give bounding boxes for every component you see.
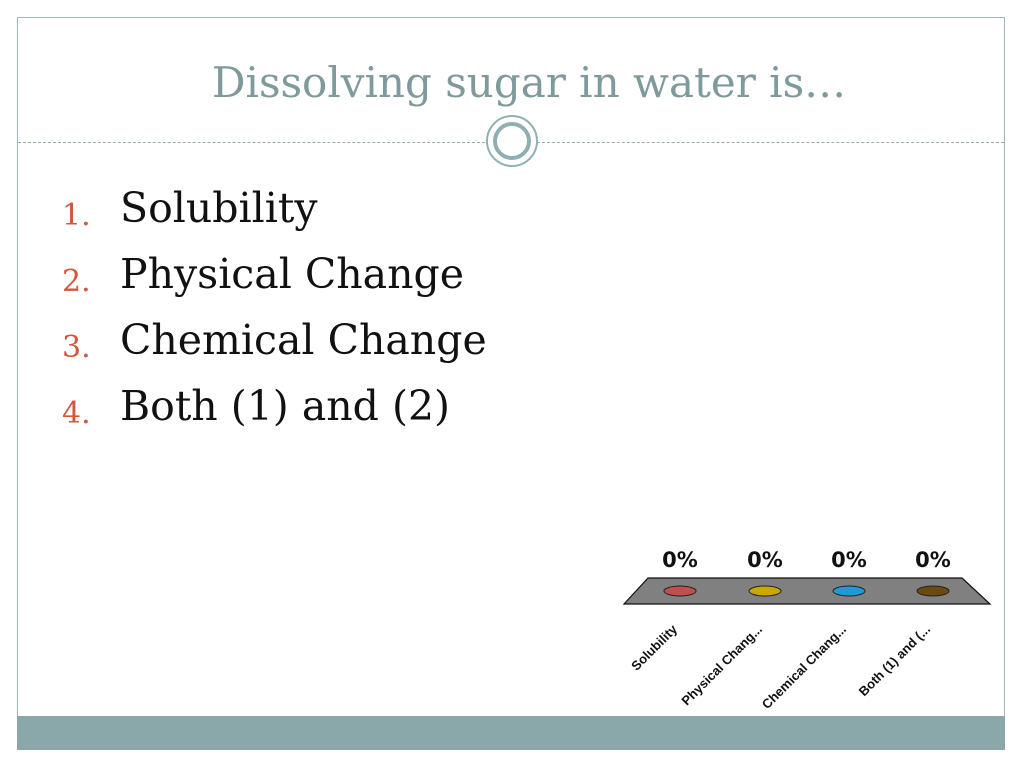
chart-category-label: Physical Chang... [678,622,765,709]
chart-category-label: Chemical Chang... [759,622,849,712]
option-text: Both (1) and (2) [120,382,451,430]
circle-ornament-icon [486,115,538,167]
option-number: 2. [62,264,91,299]
chart-data-label: 0% [747,548,783,572]
chart-data-label: 0% [915,548,951,572]
chart-bar-base [832,585,866,597]
chart-bar-base [916,585,950,597]
chart-data-label: 0% [662,548,698,572]
option-number: 1. [62,198,91,233]
chart-bar-base [663,585,697,597]
chart-platform [622,577,992,605]
option-number: 3. [62,330,91,365]
chart-category-label: Solubility [628,621,681,674]
chart-category-label: Both (1) and (... [856,622,934,700]
option-number: 4. [62,396,91,431]
circle-ornament-inner-icon [493,122,531,160]
slide-title: Dissolving sugar in water is… [211,58,847,107]
chart-data-label: 0% [831,548,867,572]
option-text: Solubility [120,184,318,232]
footer-bar [17,716,1005,750]
chart-bar-base [748,585,782,597]
response-chart: 0% Solubility 0% Physical Chang... 0% Chemica… [622,548,992,712]
option-text: Chemical Change [120,316,487,364]
option-text: Physical Change [120,250,464,298]
